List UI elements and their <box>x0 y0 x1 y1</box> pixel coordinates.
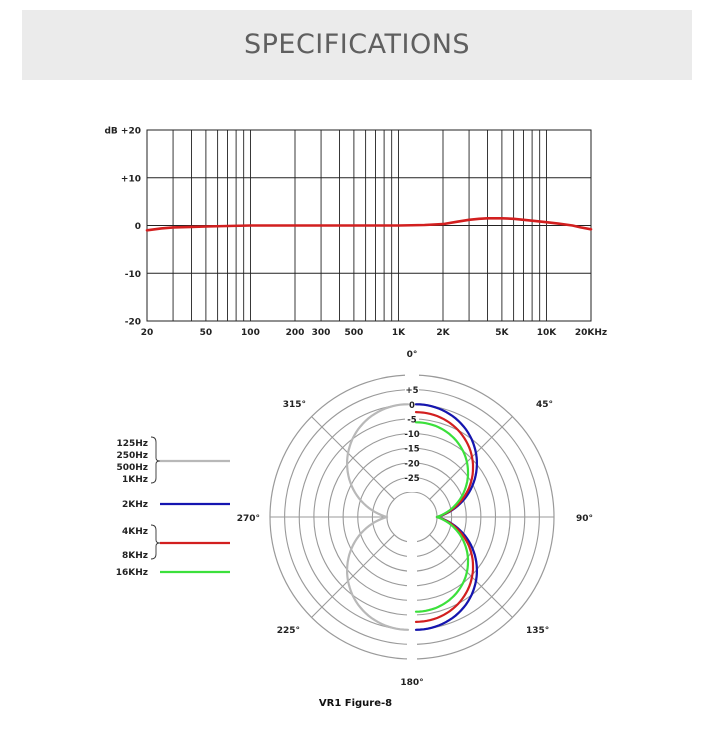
freq-y-tick-label: -10 <box>125 270 141 280</box>
polar-pattern-line <box>414 515 475 623</box>
polar-r-tick-label: -5 <box>407 415 417 425</box>
freq-y-tick-label: +10 <box>121 174 141 184</box>
polar-r-tick-label: +5 <box>405 386 418 396</box>
freq-x-tick-label: 300 <box>312 328 331 338</box>
freq-x-tick-label: 500 <box>344 328 363 338</box>
legend-label: 16KHz <box>116 568 148 578</box>
polar-angle-label: 180° <box>400 678 423 688</box>
polar-r-tick-label: -25 <box>404 474 419 484</box>
legend-label: 4KHz <box>122 527 148 537</box>
polar-angle-label: 0° <box>407 350 418 360</box>
freq-x-tick-label: 5K <box>495 328 509 338</box>
polar-pattern-line <box>414 421 470 519</box>
freq-x-tick-label: 100 <box>241 328 260 338</box>
polar-grid <box>269 369 555 665</box>
polar-spoke <box>311 416 395 500</box>
legend-brace <box>150 524 161 560</box>
polar-center-disk <box>386 491 438 543</box>
polar-pattern-line <box>346 515 410 631</box>
polar-pattern-line <box>414 515 470 613</box>
freq-y-tick-label: 0 <box>135 222 141 232</box>
polar-r-tick-label: -10 <box>404 430 419 440</box>
page-title: SPECIFICATIONS <box>243 29 471 60</box>
freq-y-tick-label: -20 <box>125 318 141 328</box>
freq-response-line <box>145 217 593 232</box>
polar-pattern-curves <box>346 403 478 631</box>
freq-y-tick-label: dB +20 <box>104 127 141 137</box>
freq-x-tick-label: 1K <box>392 328 406 338</box>
legend-label: 500Hz <box>116 463 148 473</box>
figure-caption: VR1 Figure-8 <box>318 698 393 709</box>
polar-bottom-slot <box>407 540 417 665</box>
polar-angle-label: 270° <box>237 514 260 524</box>
polar-pattern-line <box>414 411 475 519</box>
legend-label: 8KHz <box>122 551 148 561</box>
legend-label: 2KHz <box>122 500 148 510</box>
polar-r-tick-label: 0 <box>409 401 415 411</box>
freq-x-tick-label: 10K <box>537 328 558 338</box>
polar-pattern-line <box>346 403 410 519</box>
polar-angle-label: 90° <box>576 514 593 524</box>
freq-x-tick-label: 20KHz <box>575 328 607 338</box>
polar-spoke <box>311 534 395 618</box>
polar-r-tick-label: -15 <box>404 445 419 455</box>
polar-r-tick-label: -20 <box>404 459 419 469</box>
legend-label: 250Hz <box>116 451 148 461</box>
legend-brace <box>150 436 161 484</box>
polar-legend: 125Hz 250Hz 500Hz 1KHz 2KHz 4KHz 8KHz 16KHz <box>116 436 230 578</box>
legend-label: 125Hz <box>116 439 148 449</box>
freq-x-tick-label: 200 <box>286 328 305 338</box>
freq-x-tick-label: 2K <box>436 328 450 338</box>
specifications-banner: SPECIFICATIONS <box>22 10 692 80</box>
freq-x-tick-label: 20 <box>141 328 154 338</box>
polar-angle-label: 315° <box>283 400 306 410</box>
polar-scale-slot <box>405 369 419 492</box>
polar-pattern-chart: +5 0 -5 -10 -15 -20 -25 0° 45° 90° 135° 180° 225° 270… <box>116 350 593 688</box>
freq-plot-border <box>146 129 592 322</box>
freq-x-tick-label: 50 <box>200 328 213 338</box>
polar-angle-label: 225° <box>277 626 300 636</box>
legend-label: 1KHz <box>122 475 148 485</box>
polar-angle-label: 45° <box>536 400 553 410</box>
polar-angle-label: 135° <box>526 626 549 636</box>
